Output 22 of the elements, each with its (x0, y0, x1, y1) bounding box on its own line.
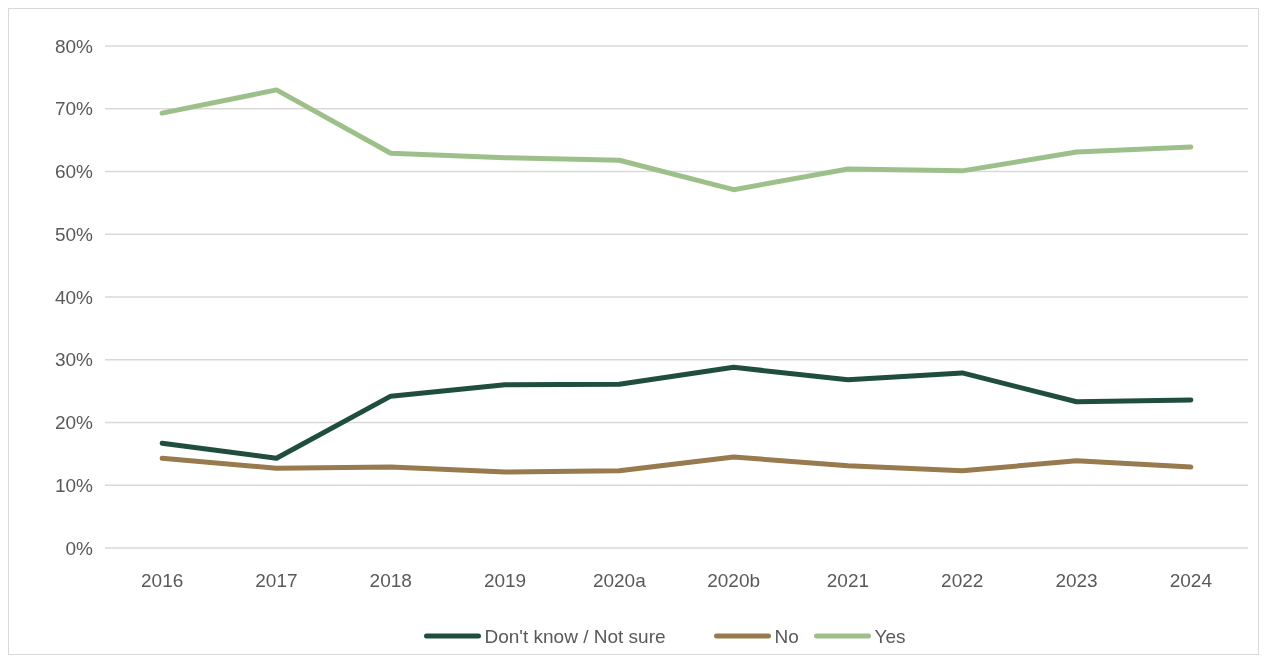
y-tick-label: 70% (54, 98, 94, 120)
y-tick-label: 30% (54, 349, 94, 371)
x-tick-label: 2019 (483, 570, 527, 591)
y-tick-label: 40% (54, 286, 94, 308)
y-tick-label: 10% (54, 474, 94, 496)
x-tick-label: 2020a (592, 570, 647, 591)
x-tick-label: 2022 (941, 570, 984, 591)
legend-label: No (774, 625, 799, 647)
y-tick-label: 50% (54, 223, 94, 245)
legend-label: Don't know / Not sure (484, 625, 666, 647)
y-tick-label: 60% (54, 161, 94, 183)
x-tick-label: 2021 (826, 570, 870, 591)
y-tick-label: 20% (54, 412, 94, 434)
x-tick-label: 2017 (255, 570, 298, 591)
x-tick-label: 2024 (1169, 570, 1213, 591)
y-tick-label: 80% (54, 35, 94, 57)
x-tick-label: 2016 (141, 570, 184, 591)
x-tick-label: 2023 (1055, 570, 1098, 591)
x-tick-label: 2020b (707, 570, 761, 591)
y-tick-label: 0% (65, 537, 94, 559)
x-tick-label: 2018 (369, 570, 412, 591)
legend-label: Yes (874, 625, 906, 647)
